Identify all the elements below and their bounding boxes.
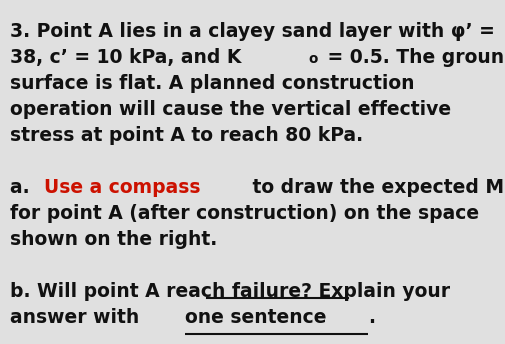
Text: shown on the right.: shown on the right. xyxy=(10,230,217,249)
Text: = 0.5. The ground: = 0.5. The ground xyxy=(320,48,505,67)
Text: for point A (after construction) on the space: for point A (after construction) on the … xyxy=(10,204,478,223)
Text: stress at point A to reach 80 kPa.: stress at point A to reach 80 kPa. xyxy=(10,126,363,145)
Text: surface is flat. A planned construction: surface is flat. A planned construction xyxy=(10,74,414,93)
Text: .: . xyxy=(367,308,374,327)
Text: 3. Point A lies in a clayey sand layer with φ’ =: 3. Point A lies in a clayey sand layer w… xyxy=(10,22,494,41)
Text: to draw the expected MC: to draw the expected MC xyxy=(245,178,505,197)
Text: 38, c’ = 10 kPa, and K: 38, c’ = 10 kPa, and K xyxy=(10,48,241,67)
Text: Use a compass: Use a compass xyxy=(43,178,200,197)
Text: b. Will point A reach failure? Explain your: b. Will point A reach failure? Explain y… xyxy=(10,282,449,301)
Text: operation will cause the vertical effective: operation will cause the vertical effect… xyxy=(10,100,450,119)
Text: a.: a. xyxy=(10,178,36,197)
Text: answer with: answer with xyxy=(10,308,145,327)
Text: o: o xyxy=(308,52,317,66)
Text: one sentence: one sentence xyxy=(185,308,326,327)
